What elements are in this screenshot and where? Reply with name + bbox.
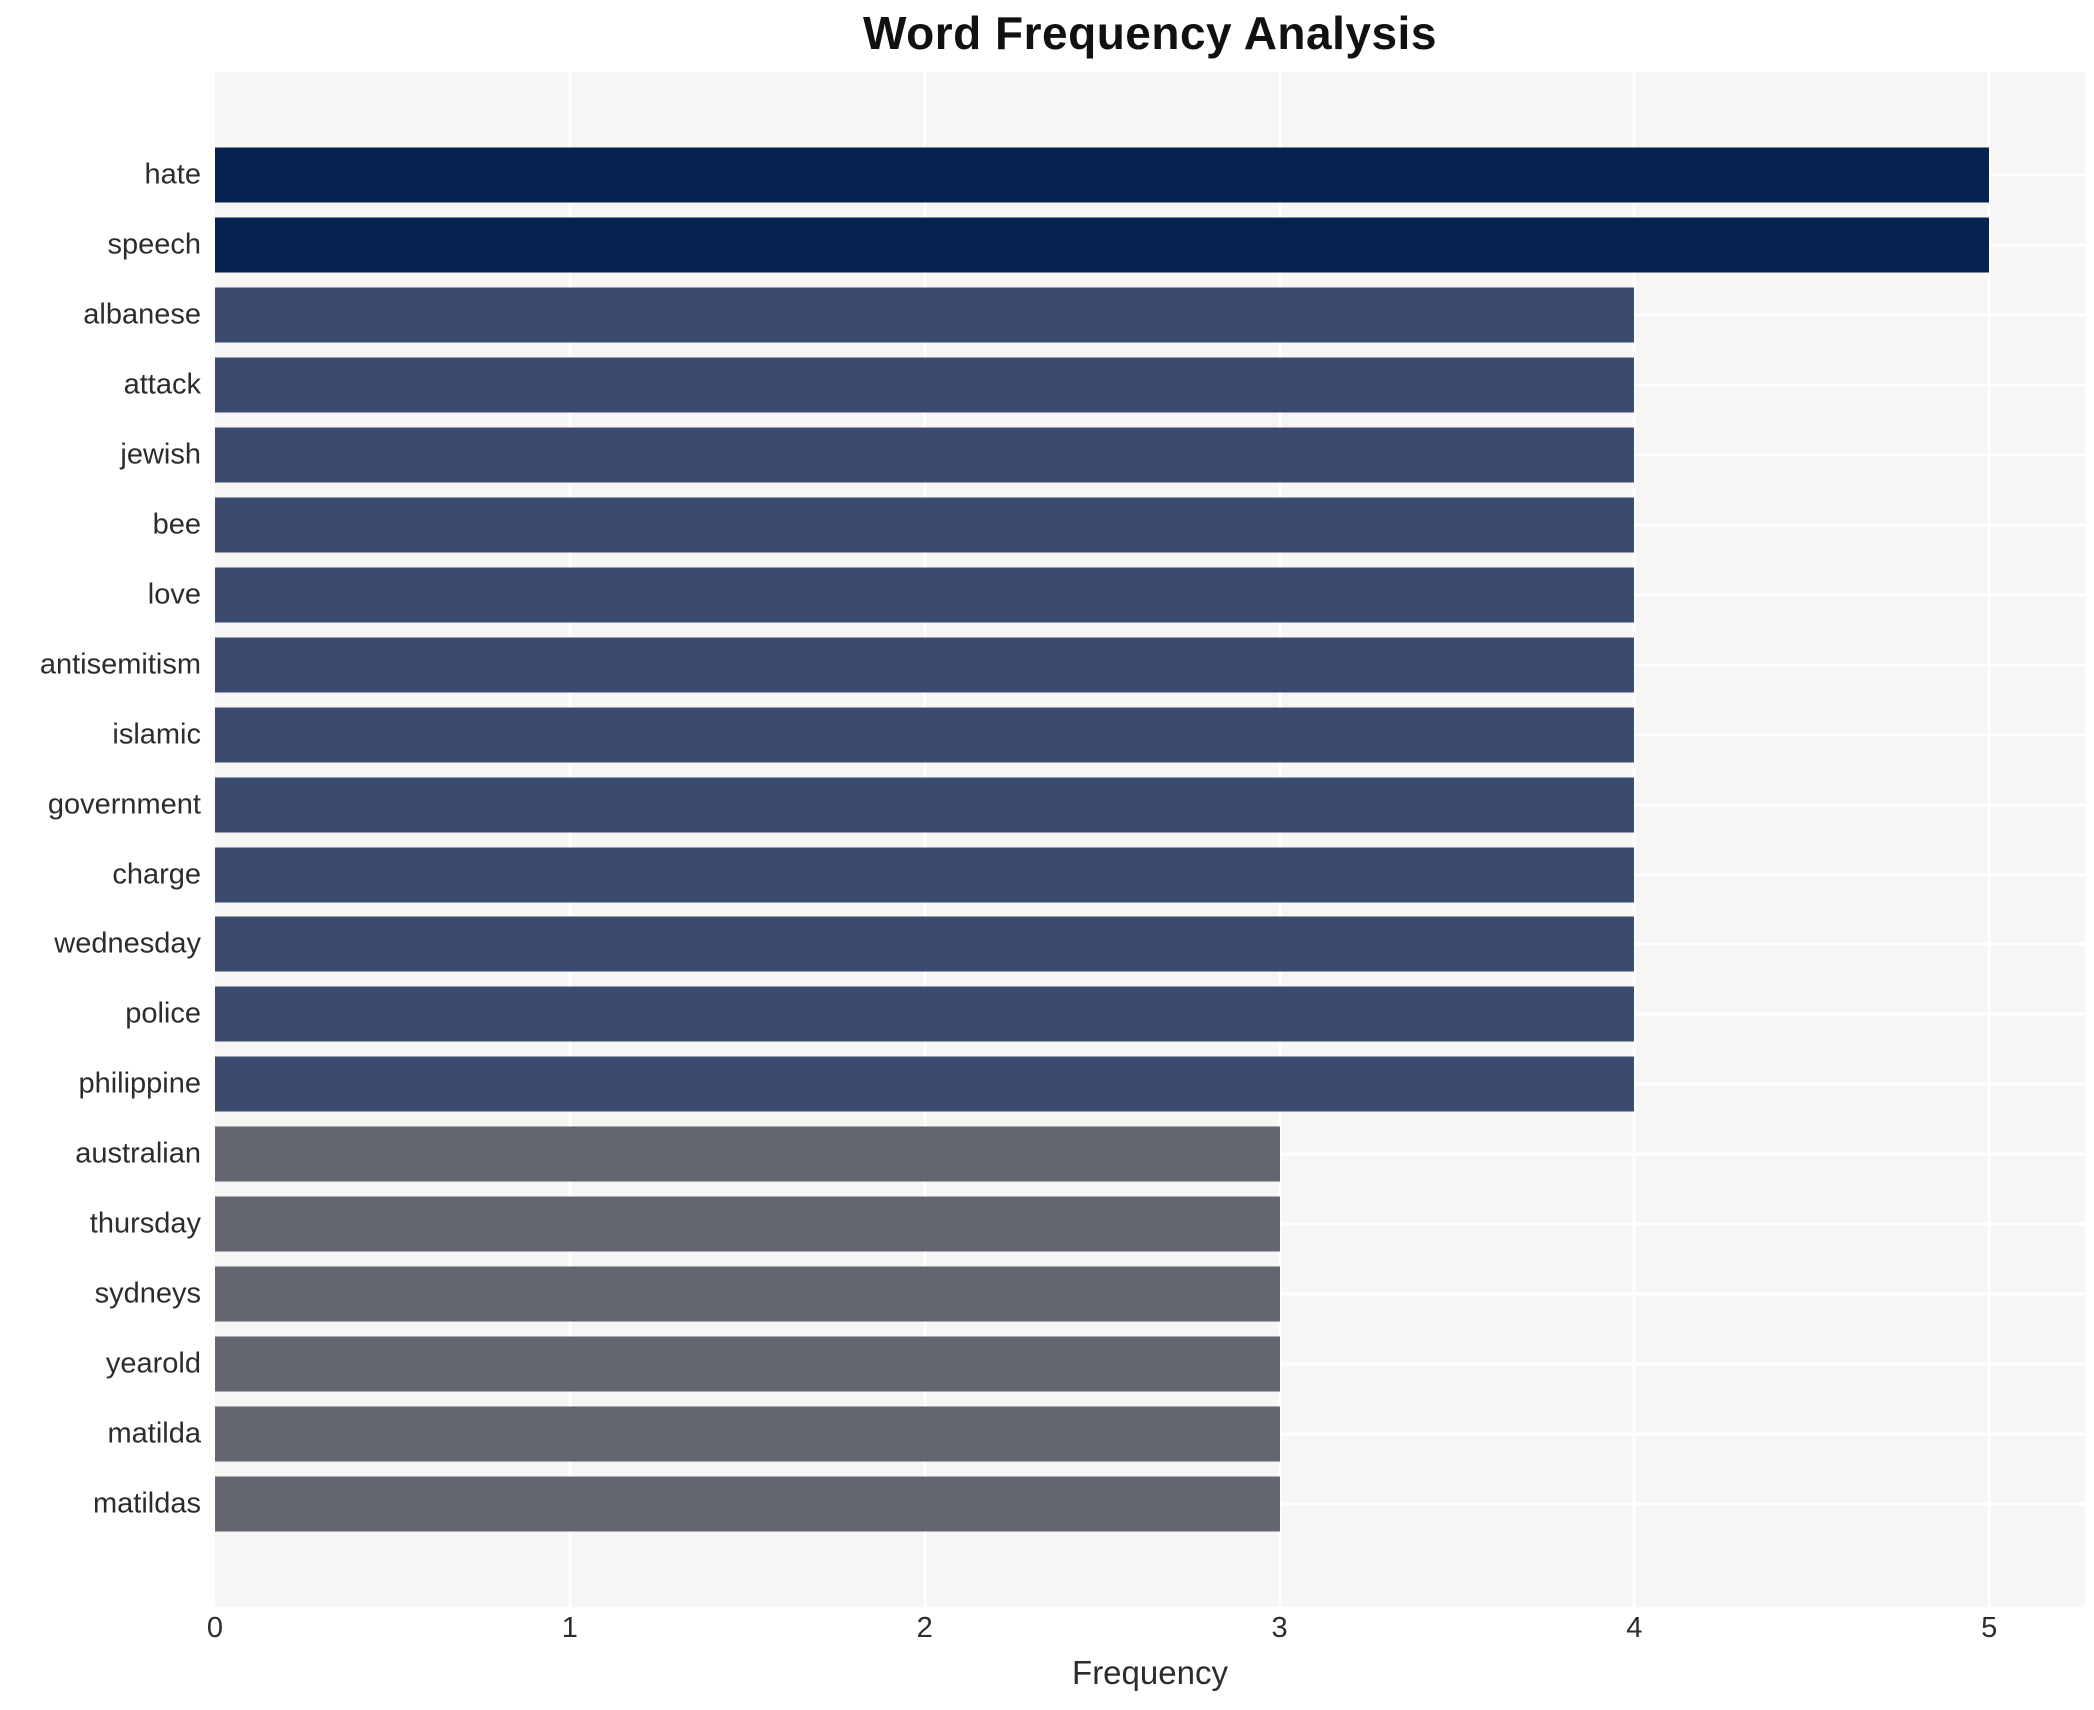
bar-charge [215, 847, 1635, 902]
x-tick-label-3: 3 [1271, 1612, 1288, 1644]
y-tick-label-speech: speech [107, 228, 201, 261]
bar-row-yearold: yearold [106, 1329, 2085, 1399]
x-tick-label-4: 4 [1626, 1612, 1643, 1644]
bar-row-matilda: matilda [108, 1399, 2085, 1469]
x-axis: 0 1 2 3 4 5 [207, 1612, 2085, 1656]
y-tick-label-philippine: philippine [78, 1067, 201, 1100]
x-axis-title: Frequency [1072, 1654, 1228, 1691]
x-tick-label-1: 1 [561, 1612, 578, 1644]
y-tick-label-attack: attack [123, 368, 201, 401]
chart-title: Word Frequency Analysis [863, 7, 1437, 59]
bar-row-thursday: thursday [90, 1189, 2085, 1259]
y-tick-label-love: love [147, 578, 201, 611]
y-tick-label-charge: charge [112, 858, 201, 890]
bar-bee [215, 497, 1635, 553]
bar-row-antisemitism: antisemitism [40, 630, 2085, 700]
bar-row-wednesday: wednesday [54, 909, 2085, 979]
bar-speech [215, 217, 1990, 273]
y-tick-label-australian: australian [75, 1137, 201, 1170]
bar-love [215, 567, 1635, 623]
bar-row-islamic: islamic [112, 700, 2085, 770]
title-band: Word Frequency Analysis [215, 6, 2085, 60]
y-tick-label-albanese: albanese [83, 298, 201, 331]
bar-police [215, 986, 1635, 1042]
bar-row-albanese: albanese [83, 280, 2085, 350]
y-tick-label-police: police [125, 997, 201, 1030]
bar-row-hate: hate [145, 140, 2085, 210]
bar-row-sydneys: sydneys [95, 1259, 2085, 1329]
bar-attack [215, 357, 1635, 413]
x-tick-label-2: 2 [916, 1612, 933, 1644]
bar-sydneys [215, 1266, 1280, 1322]
bar-thursday [215, 1196, 1280, 1252]
y-tick-label-bee: bee [152, 508, 201, 541]
bar-wednesday [215, 916, 1635, 972]
bar-matilda [215, 1406, 1280, 1462]
x-tick-label-0: 0 [206, 1612, 224, 1644]
y-tick-label-matilda: matilda [107, 1417, 202, 1450]
y-tick-label-yearold: yearold [105, 1347, 201, 1380]
bar-row-philippine: philippine [78, 1049, 2085, 1119]
bar-antisemitism [215, 637, 1635, 693]
bar-islamic [215, 707, 1635, 763]
bar-yearold [215, 1336, 1280, 1392]
bar-row-charge: charge [112, 840, 2085, 910]
y-tick-label-sydneys: sydneys [94, 1277, 201, 1310]
bar-row-government: government [48, 770, 2085, 840]
bar-government [215, 777, 1635, 833]
y-tick-label-antisemitism: antisemitism [39, 648, 201, 681]
bar-row-police: police [125, 979, 2085, 1049]
y-tick-label-islamic: islamic [112, 718, 201, 751]
x-axis-title-band: Frequency [215, 1654, 2085, 1692]
bar-row-love: love [148, 560, 2085, 630]
bar-row-matildas: matildas [93, 1469, 2085, 1539]
bar-australian [215, 1126, 1280, 1182]
bar-row-speech: speech [107, 210, 2085, 280]
bar-jewish [215, 427, 1635, 483]
y-tick-label-wednesday: wednesday [54, 927, 201, 960]
bar-albanese [215, 287, 1635, 343]
y-tick-label-jewish: jewish [120, 438, 201, 471]
bar-row-jewish: jewish [120, 420, 2085, 490]
bar-row-australian: australian [75, 1119, 2085, 1189]
y-tick-label-thursday: thursday [89, 1207, 201, 1240]
plot-area: hate speech albanese attack jewish bee love ant… [40, 72, 2085, 1607]
bar-row-attack: attack [124, 350, 2085, 420]
bar-philippine [215, 1056, 1635, 1112]
bar-row-bee: bee [153, 490, 2085, 560]
y-tick-label-hate: hate [144, 158, 201, 191]
bar-hate [215, 147, 1990, 203]
y-tick-label-government: government [47, 788, 201, 821]
y-tick-label-matildas: matildas [93, 1487, 201, 1520]
bar-matildas [215, 1476, 1280, 1532]
x-tick-label-5: 5 [1981, 1612, 1998, 1644]
